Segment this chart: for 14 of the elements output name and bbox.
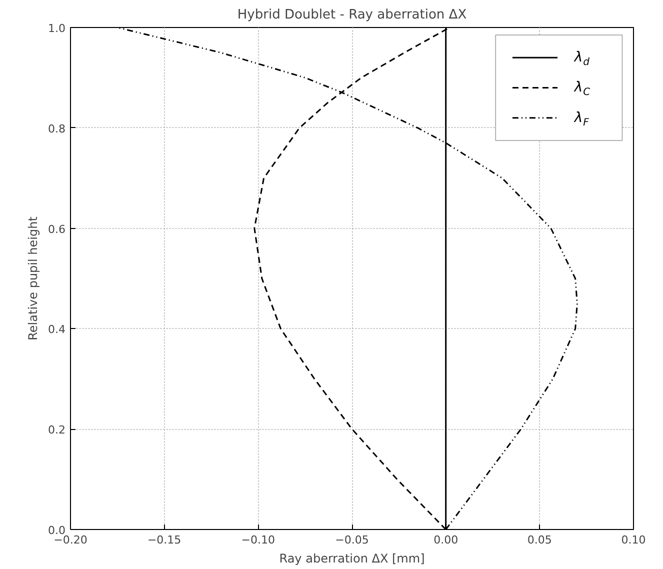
y-tick-label: 0.8 [48,122,66,136]
y-axis-title: Relative pupil height [26,216,40,340]
x-axis-title: Ray aberration ΔX [mm] [279,552,425,566]
y-tick-label: 1.0 [48,22,66,35]
chart-title: Hybrid Doublet - Ray aberration ΔX [237,8,467,22]
x-tick-label: 0.00 [434,534,458,546]
y-tick-label: 0.4 [48,323,66,336]
x-tick-label: −0.15 [147,534,182,546]
x-tick-label: −0.10 [241,534,276,546]
y-tick-label: 0.6 [48,222,66,236]
y-tick-label: 0.2 [48,424,66,437]
x-tick-label: −0.05 [335,534,369,546]
x-tick-label: 0.10 [621,534,646,546]
x-tick-label: 0.05 [527,534,552,546]
